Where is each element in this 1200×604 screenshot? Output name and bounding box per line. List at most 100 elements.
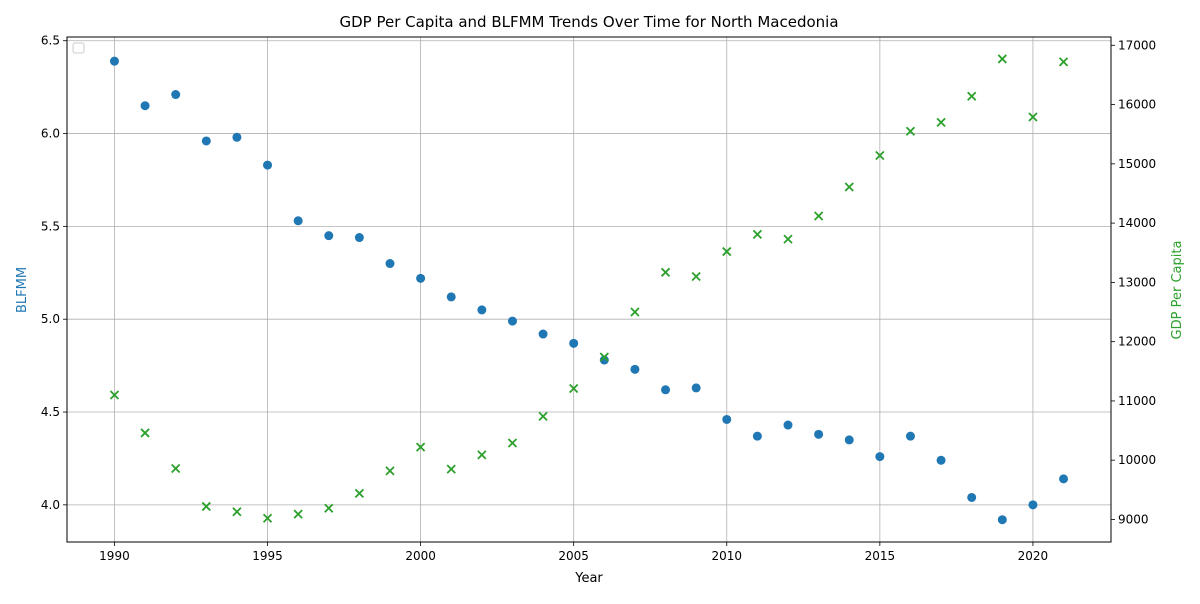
x-tick-label: 2005 (558, 549, 589, 563)
y-right-tick-label: 16000 (1118, 98, 1156, 112)
x-tick-label: 2000 (405, 549, 436, 563)
gdp-point (446, 464, 456, 474)
gdp-point (1058, 57, 1069, 67)
x-tick-label: 1995 (252, 549, 283, 563)
gdp-point (171, 463, 181, 474)
blflmm-point (416, 273, 426, 283)
blflmm-point (997, 515, 1007, 525)
blflmm-point (752, 431, 762, 441)
gdp-point (691, 271, 701, 282)
gdp-point (507, 438, 518, 448)
gdp-point (936, 117, 946, 127)
y-right-tick-label: 14000 (1118, 216, 1156, 230)
y-right-tick-label: 11000 (1118, 394, 1156, 408)
blflmm-point (109, 56, 119, 66)
y-right-tick-label: 13000 (1118, 275, 1156, 289)
blflmm-point (630, 364, 640, 374)
x-axis-ticks: 1990 1995 2000 2005 2010 2015 2020 (99, 542, 1048, 563)
y-left-tick-label: 6.5 (41, 34, 60, 48)
blflmm-series (109, 56, 1069, 525)
x-tick-label: 2010 (711, 549, 742, 563)
x-tick-label: 2015 (865, 549, 896, 563)
blflmm-point (263, 160, 273, 170)
gdp-point (783, 234, 793, 244)
x-tick-label: 2020 (1018, 549, 1049, 563)
blflmm-point (783, 420, 793, 430)
gdp-point (354, 488, 365, 499)
y-right-axis-label: GDP Per Capita (1170, 241, 1185, 340)
blflmm-point (844, 435, 854, 445)
gdp-point (262, 513, 273, 523)
blflmm-point (354, 233, 364, 243)
gdp-point (813, 211, 824, 221)
gdp-point (997, 54, 1007, 64)
gdp-point (905, 126, 916, 136)
y-left-tick-label: 6.0 (41, 127, 60, 141)
blflmm-point (967, 492, 977, 502)
gdp-point (752, 229, 763, 240)
blflmm-point (722, 414, 732, 424)
gdp-point (844, 182, 854, 192)
blflmm-point (905, 431, 915, 441)
gdp-point (109, 390, 120, 400)
blflmm-point (446, 292, 456, 302)
gdp-point (385, 466, 395, 476)
blflmm-point (814, 429, 824, 439)
gdp-point (293, 509, 303, 519)
y-left-axis-label: BLFMM (15, 267, 30, 313)
y-right-tick-label: 9000 (1118, 512, 1149, 526)
blflmm-point (691, 383, 701, 393)
gdp-point (232, 507, 242, 517)
gdp-point (722, 246, 732, 257)
blflmm-point (569, 338, 579, 348)
gdp-point (201, 501, 211, 512)
blflmm-point (661, 385, 671, 395)
blflmm-point (201, 136, 211, 146)
y-right-tick-label: 17000 (1118, 38, 1156, 52)
blflmm-point (324, 231, 334, 241)
y-left-axis-ticks: 4.0 4.5 5.0 5.5 6.0 6.5 (41, 34, 67, 512)
blflmm-point (1059, 474, 1069, 484)
blflmm-point (599, 355, 609, 365)
grid-lines (67, 37, 1111, 542)
blflmm-point (140, 101, 150, 111)
plot-frame (66, 36, 1112, 543)
gdp-point (1028, 112, 1038, 122)
legend-box (72, 42, 85, 54)
gdp-point (875, 150, 885, 161)
chart-title: GDP Per Capita and BLFMM Trends Over Tim… (339, 13, 838, 31)
gdp-point (140, 428, 150, 438)
gdp-point (324, 503, 334, 513)
y-left-tick-label: 5.5 (41, 219, 60, 233)
blflmm-point (875, 452, 885, 462)
gdp-point (415, 442, 426, 452)
blflmm-point (936, 455, 946, 465)
gdp-point (967, 91, 977, 101)
gdp-point (599, 352, 609, 362)
blflmm-point (171, 90, 181, 100)
blflmm-point (385, 259, 395, 269)
gdp-point (630, 307, 640, 317)
y-left-tick-label: 5.0 (41, 312, 60, 326)
y-right-tick-label: 12000 (1118, 335, 1156, 349)
y-right-tick-label: 10000 (1118, 453, 1156, 467)
gdp-point (477, 450, 487, 460)
gdp-point (569, 383, 579, 394)
y-left-tick-label: 4.0 (41, 498, 60, 512)
gdp-point (660, 267, 671, 277)
y-right-tick-label: 15000 (1118, 157, 1156, 171)
blflmm-point (477, 305, 487, 315)
gdp-point (538, 411, 548, 421)
x-axis-label: Year (574, 571, 603, 586)
blflmm-point (293, 216, 303, 226)
blflmm-point (538, 329, 548, 339)
blflmm-point (232, 132, 242, 142)
gdp-series (109, 54, 1069, 523)
blflmm-point (1028, 500, 1038, 510)
y-left-tick-label: 4.5 (41, 405, 60, 419)
blflmm-point (507, 316, 517, 326)
y-right-axis-ticks: 9000 10000 11000 12000 13000 14000 15000 16000 1… (1111, 38, 1156, 526)
